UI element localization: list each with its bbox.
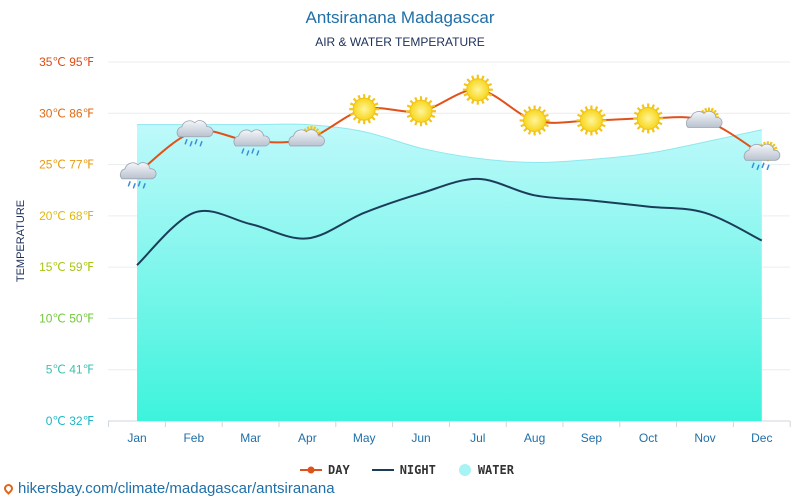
x-tick-label: Feb <box>183 431 204 445</box>
night-line <box>136 177 763 266</box>
water-line <box>137 123 762 164</box>
chart-subtitle: AIR & WATER TEMPERATURE <box>315 35 485 49</box>
sun-disc <box>579 108 603 132</box>
sun-icon <box>349 94 380 125</box>
rain-drop <box>241 148 245 154</box>
y-tick-label: 25℃ 77℉ <box>39 158 94 172</box>
legend-item-day[interactable]: DAY <box>300 463 350 477</box>
night-legend-swatch <box>371 469 394 471</box>
y-tick-label: 20℃ 68℉ <box>39 209 94 223</box>
x-tick-label: Jun <box>411 431 430 445</box>
rain-drop <box>251 148 255 154</box>
legend-item-water[interactable]: WATER <box>458 463 514 477</box>
sun-rain-cloud-icon <box>743 141 781 171</box>
sun-cloud-icon <box>685 107 723 128</box>
cloud-shape <box>685 110 723 128</box>
rain-drop <box>189 140 193 147</box>
sun-disc <box>466 78 490 102</box>
rain-cloud-icon <box>233 129 271 156</box>
cloud-shape <box>176 120 214 138</box>
rain-drop <box>756 164 760 171</box>
x-tick-label: Jan <box>127 431 146 445</box>
x-tick-label: Jul <box>470 431 485 445</box>
x-tick-label: Aug <box>524 431 545 445</box>
x-tick-label: Nov <box>694 431 715 445</box>
sun-icon <box>633 103 664 134</box>
axis-layer: 0℃ 32℉ 5℃ 41℉ 10℃ 50℉ 15℃ 59℉ 20℃ 68℉ 25℃ 77℉… <box>15 55 791 445</box>
x-tick-label: Mar <box>240 431 261 445</box>
y-tick-label: 35℃ 95℉ <box>39 55 94 69</box>
rain-drop <box>751 162 755 169</box>
sun-disc <box>409 99 433 123</box>
water-layer <box>137 123 762 422</box>
y-axis-title: TEMPERATURE <box>15 200 27 282</box>
y-tick-label: 0℃ 32℉ <box>46 414 94 428</box>
legend-label-night: NIGHT <box>399 463 436 477</box>
rain-drop <box>199 140 203 147</box>
rain-drop <box>142 183 146 189</box>
sun-icon <box>576 105 607 136</box>
water-area <box>137 124 762 422</box>
rain-drop <box>246 150 250 156</box>
x-tick-label: Oct <box>639 431 658 445</box>
source-url: hikersbay.com/climate/madagascar/antsira… <box>18 480 335 497</box>
rain-drop <box>132 183 136 189</box>
rain-cloud-icon <box>176 120 214 147</box>
chart-title: Antsiranana Madagascar <box>305 8 495 27</box>
x-tick-label: Dec <box>751 431 772 445</box>
cloud-shape <box>743 143 781 161</box>
legend: DAY NIGHT WATER <box>300 463 514 477</box>
sun-icon <box>462 74 493 105</box>
source-link[interactable]: hikersbay.com/climate/madagascar/antsira… <box>2 480 335 497</box>
sun-disc <box>636 106 660 130</box>
cloud-shape <box>288 129 325 147</box>
rain-drop <box>184 138 188 145</box>
y-tick-label: 15℃ 59℉ <box>39 260 94 274</box>
water-legend-swatch <box>458 464 471 476</box>
day-legend-swatch <box>300 466 322 474</box>
rain-drop <box>256 150 260 156</box>
x-tick-label: Sep <box>581 431 603 445</box>
icon-layer <box>119 74 781 189</box>
cloud-shape <box>119 162 157 180</box>
rain-cloud-icon <box>119 162 157 189</box>
x-tick-label: Apr <box>298 431 317 445</box>
sun-disc <box>523 108 547 132</box>
rain-drop <box>766 164 770 171</box>
rain-drop <box>194 138 198 145</box>
legend-item-night[interactable]: NIGHT <box>371 463 436 477</box>
cloud-shape <box>233 129 271 147</box>
sun-disc <box>352 97 376 121</box>
sun-icon <box>406 96 436 127</box>
night-layer <box>136 177 763 266</box>
rain-drop <box>127 181 131 187</box>
y-tick-label: 30℃ 86℉ <box>39 106 94 120</box>
sun-cloud-icon <box>288 125 325 147</box>
location-pin-icon <box>2 482 15 495</box>
rain-drop <box>137 181 141 187</box>
sun-icon <box>519 105 550 136</box>
x-tick-label: May <box>353 431 376 445</box>
y-tick-label: 10℃ 50℉ <box>39 311 94 325</box>
rain-drop <box>761 162 765 169</box>
y-tick-label: 5℃ 41℉ <box>46 363 94 377</box>
legend-label-day: DAY <box>328 463 350 477</box>
legend-label-water: WATER <box>477 463 514 477</box>
